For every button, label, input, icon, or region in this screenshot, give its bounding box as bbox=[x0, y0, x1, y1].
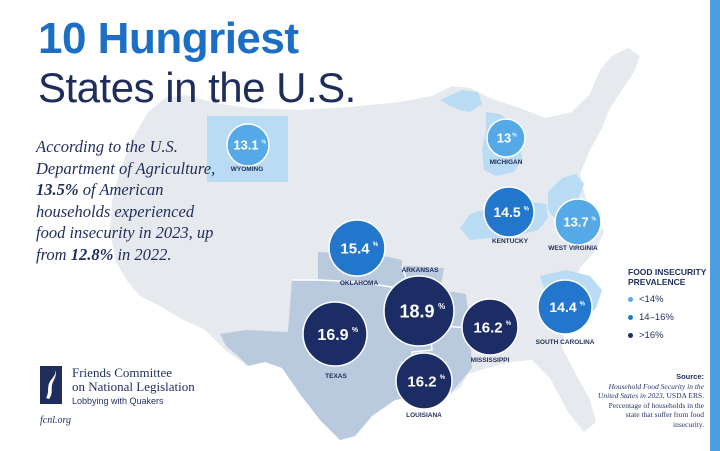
organization-website: fcnl.org bbox=[40, 415, 72, 426]
legend-item-low: <14% bbox=[628, 294, 706, 305]
michigan-value: 13 bbox=[497, 131, 511, 146]
fcnl-logo-icon bbox=[40, 366, 62, 404]
kentucky-unit: % bbox=[524, 206, 530, 212]
accent-stripe bbox=[710, 0, 720, 451]
intro-text: According to the U.S. Department of Agri… bbox=[36, 136, 216, 265]
louisiana-value: 16.2 bbox=[407, 373, 436, 390]
texas-circle bbox=[302, 301, 368, 367]
wyoming-circle bbox=[226, 123, 270, 167]
wyoming-value: 13.1 bbox=[233, 138, 258, 153]
legend-item-high: >16% bbox=[628, 330, 706, 341]
arkansas-unit: % bbox=[438, 302, 445, 311]
west-virginia-value: 13.7 bbox=[563, 215, 588, 230]
arkansas-value: 18.9 bbox=[399, 301, 434, 321]
west-virginia-circle bbox=[554, 198, 602, 246]
source-detail: USDA ERS. Percentage of households in th… bbox=[608, 391, 704, 429]
arkansas-label: ARKANSAS bbox=[402, 267, 440, 274]
organization-name: Friends Committee on National Legislatio… bbox=[72, 366, 195, 394]
louisiana-label: LOUISIANA bbox=[406, 412, 442, 419]
texas-value: 16.9 bbox=[317, 327, 348, 344]
kentucky-value: 14.5 bbox=[493, 204, 520, 220]
legend-title-line1: FOOD INSECURITY bbox=[628, 267, 707, 277]
national-rate: 13.5% bbox=[36, 180, 79, 199]
michigan-label: MICHIGAN bbox=[490, 159, 523, 166]
legend-swatch-mid bbox=[628, 315, 633, 320]
title-line1: 10 Hungriest bbox=[38, 14, 299, 63]
legend-label-mid: 14–16% bbox=[639, 312, 674, 323]
oklahoma-circle bbox=[328, 219, 386, 277]
intro-text-part3: in 2022. bbox=[113, 244, 172, 264]
michigan-unit: % bbox=[512, 132, 517, 138]
oklahoma-value: 15.4 bbox=[340, 240, 370, 257]
wyoming-unit: % bbox=[262, 139, 267, 145]
louisiana-unit: % bbox=[440, 375, 446, 381]
michigan-marker: 13% bbox=[486, 118, 526, 158]
south-carolina-circle bbox=[537, 279, 593, 335]
legend: FOOD INSECURITY PREVALENCE <14% 14–16% >… bbox=[628, 267, 706, 341]
legend-label-low: <14% bbox=[639, 294, 664, 305]
texas-marker: 16.9% bbox=[302, 301, 368, 367]
legend-item-mid: 14–16% bbox=[628, 312, 706, 323]
south-carolina-value: 14.4 bbox=[549, 299, 576, 315]
prior-rate: 12.8% bbox=[70, 244, 114, 264]
west-virginia-shape bbox=[548, 174, 584, 220]
kentucky-marker: 14.5% bbox=[483, 186, 535, 238]
south-carolina-label: SOUTH CAROLINA bbox=[536, 339, 595, 346]
source-heading: Source: bbox=[676, 372, 704, 381]
arkansas-marker: 18.9% bbox=[383, 275, 455, 347]
kentucky-circle bbox=[483, 186, 535, 238]
mississippi-marker: 16.2% bbox=[461, 298, 519, 356]
louisiana-marker: 16.2% bbox=[395, 352, 453, 410]
arkansas-circle bbox=[383, 275, 455, 347]
source-note: Source: Household Food Security in the U… bbox=[594, 372, 704, 429]
legend-label-high: >16% bbox=[639, 330, 664, 341]
south-carolina-marker: 14.4% bbox=[537, 279, 593, 335]
intro-text-part2: of American households experienced food … bbox=[36, 180, 214, 264]
west-virginia-marker: 13.7% bbox=[554, 198, 602, 246]
legend-swatch-low bbox=[628, 297, 633, 302]
texas-unit: % bbox=[352, 327, 359, 334]
mississippi-unit: % bbox=[506, 321, 512, 327]
mississippi-value: 16.2 bbox=[473, 319, 502, 336]
south-carolina-unit: % bbox=[580, 301, 586, 307]
intro-text-part1: According to the U.S. Department of Agri… bbox=[36, 137, 216, 178]
mississippi-circle bbox=[461, 298, 519, 356]
west-virginia-label: WEST VIRGINIA bbox=[548, 245, 598, 252]
organization-name-line1: Friends Committee bbox=[72, 365, 173, 380]
legend-title-line2: PREVALENCE bbox=[628, 277, 686, 287]
texas-label: TEXAS bbox=[325, 373, 347, 380]
west-virginia-unit: % bbox=[592, 216, 597, 222]
oklahoma-unit: % bbox=[373, 242, 379, 248]
michigan-circle bbox=[486, 118, 526, 158]
kentucky-label: KENTUCKY bbox=[492, 238, 529, 245]
louisiana-circle bbox=[395, 352, 453, 410]
wyoming-label: WYOMING bbox=[231, 166, 264, 173]
source-title: Household Food Security in the United St… bbox=[597, 381, 704, 401]
oklahoma-label: OKLAHOMA bbox=[340, 280, 379, 287]
organization-name-line2: on National Legislation bbox=[72, 379, 195, 394]
mississippi-label: MISSISSIPPI bbox=[471, 357, 510, 364]
wyoming-marker: 13.1% bbox=[226, 123, 270, 167]
oklahoma-marker: 15.4% bbox=[328, 219, 386, 277]
title-line2: States in the U.S. bbox=[38, 64, 356, 111]
legend-swatch-high bbox=[628, 333, 633, 338]
organization-tagline: Lobbying with Quakers bbox=[72, 396, 164, 406]
